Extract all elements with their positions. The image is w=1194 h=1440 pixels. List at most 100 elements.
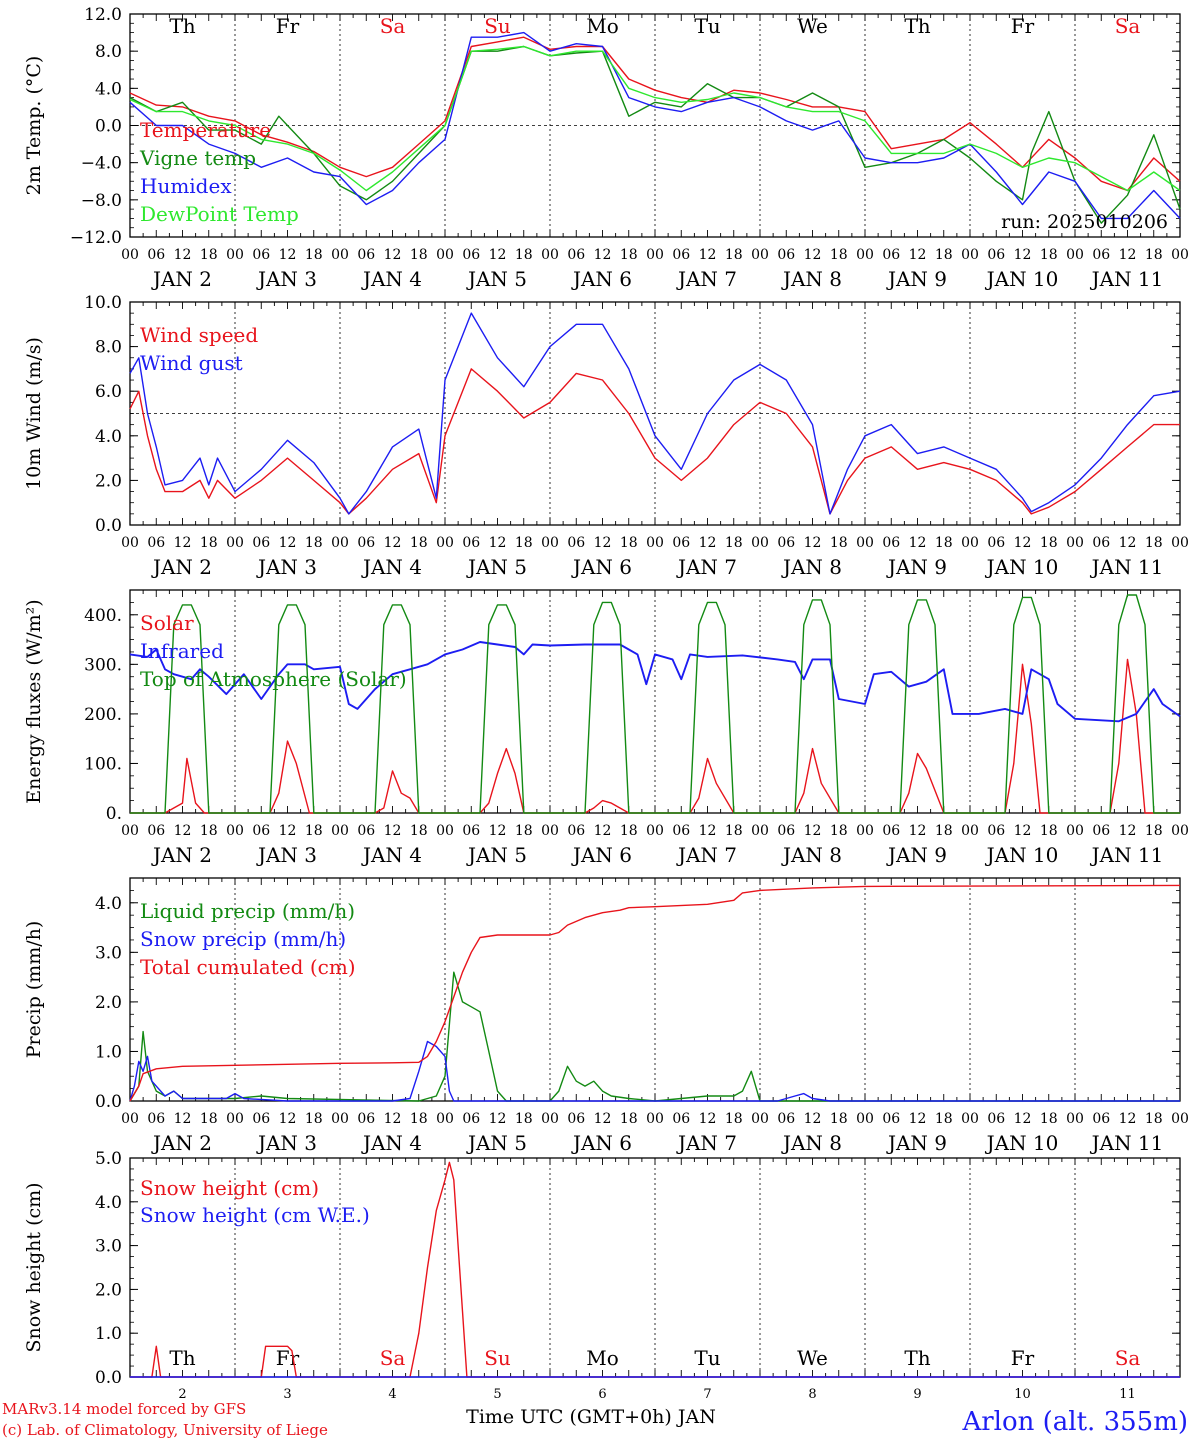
y-tick-label: 0.0 xyxy=(95,117,122,137)
hour-tick-label: 18 xyxy=(515,1111,533,1127)
hour-tick-label: 12 xyxy=(804,535,822,551)
y-tick-label: −12.0 xyxy=(70,228,122,248)
hour-tick-label: 12 xyxy=(909,247,927,263)
weekday-label: Fr xyxy=(1011,1346,1035,1370)
day-number-label: 10 xyxy=(1014,1387,1031,1402)
hour-tick-label: 00 xyxy=(436,535,454,551)
hour-tick-label: 00 xyxy=(226,247,244,263)
day-number-label: 5 xyxy=(493,1387,501,1402)
date-label: JAN 9 xyxy=(886,1131,947,1155)
hour-tick-label: 18 xyxy=(725,535,743,551)
date-label: JAN 2 xyxy=(151,267,212,291)
chart-annotations: run: 2025010206 Time UTC (GMT+0h) JAN MA… xyxy=(2,211,1188,1439)
hour-tick-label: 12 xyxy=(489,247,507,263)
panel-snow: 5.0 4.0 3.0 2.0 1.0 0.0 Snow height (cm) 2 3 4 5 6 7… xyxy=(23,1149,1181,1402)
y-tick-label: 6.0 xyxy=(95,382,122,402)
hour-tick-label: 00 xyxy=(436,247,454,263)
hour-tick-label: 00 xyxy=(1171,535,1189,551)
hour-tick-label: 18 xyxy=(830,247,848,263)
hour-tick-label: 12 xyxy=(909,1111,927,1127)
hour-tick-label: 06 xyxy=(987,247,1005,263)
hour-tick-label: 00 xyxy=(331,535,349,551)
hour-tick-label: 18 xyxy=(515,823,533,839)
hour-tick-label: 12 xyxy=(384,1111,402,1127)
hour-tick-label: 18 xyxy=(725,823,743,839)
hour-tick-label: 06 xyxy=(672,247,690,263)
y-tick-label: 4.0 xyxy=(95,894,122,914)
hour-tick-label: 18 xyxy=(1040,247,1058,263)
date-label: JAN 4 xyxy=(361,1131,422,1155)
hour-tick-label: 12 xyxy=(1014,823,1032,839)
hour-tick-label: 18 xyxy=(830,535,848,551)
legend-entry: DewPoint Temp xyxy=(140,202,299,226)
hour-tick-label: 18 xyxy=(620,823,638,839)
hour-tick-label: 18 xyxy=(620,1111,638,1127)
run-label: run: 2025010206 xyxy=(1001,211,1168,233)
hour-tick-label: 18 xyxy=(200,1111,218,1127)
hour-tick-label: 00 xyxy=(751,247,769,263)
hour-tick-label: 06 xyxy=(1092,1111,1110,1127)
y-tick-label: 8.0 xyxy=(95,338,122,358)
hour-tick-label: 06 xyxy=(777,1111,795,1127)
hour-tick-label: 12 xyxy=(489,535,507,551)
weekday-label: Fr xyxy=(276,1346,300,1370)
hour-tick-label: 00 xyxy=(436,1111,454,1127)
weekday-label: Tu xyxy=(694,14,720,38)
y-tick-label: 3.0 xyxy=(95,1237,122,1257)
day-number-label: 7 xyxy=(703,1387,711,1402)
y-tick-label: 1.0 xyxy=(95,1324,122,1344)
legend-entry: Snow height (cm W.E.) xyxy=(140,1203,370,1227)
day-number-label: 2 xyxy=(178,1387,186,1402)
hour-tick-label: 00 xyxy=(121,1111,139,1127)
hour-tick-label: 00 xyxy=(541,823,559,839)
legend-entry: Wind gust xyxy=(140,351,243,375)
hour-tick-label: 06 xyxy=(462,535,480,551)
hour-tick-label: 12 xyxy=(594,1111,612,1127)
hour-tick-label: 12 xyxy=(384,247,402,263)
hour-tick-label: 18 xyxy=(200,535,218,551)
series-line-vigne-temp xyxy=(129,45,1181,224)
legend-entry: Temperature xyxy=(140,118,271,142)
weekday-label: Sa xyxy=(380,1346,406,1370)
hour-tick-label: 00 xyxy=(856,535,874,551)
hour-tick-label: 06 xyxy=(567,535,585,551)
hour-tick-label: 00 xyxy=(646,823,664,839)
hour-tick-label: 18 xyxy=(515,535,533,551)
y-tick-label: 8.0 xyxy=(95,42,122,62)
hour-tick-label: 12 xyxy=(909,535,927,551)
legend-entry: Humidex xyxy=(140,174,232,198)
date-label: JAN 11 xyxy=(1090,843,1164,867)
date-label: JAN 8 xyxy=(781,843,842,867)
hour-tick-label: 00 xyxy=(961,823,979,839)
hour-tick-label: 18 xyxy=(305,247,323,263)
weekday-label: We xyxy=(797,1346,828,1370)
day-number-label: 8 xyxy=(808,1387,816,1402)
y-tick-label: 2.0 xyxy=(95,471,122,491)
hour-tick-label: 00 xyxy=(856,247,874,263)
hour-tick-label: 00 xyxy=(961,247,979,263)
y-tick-label: 1.0 xyxy=(95,1042,122,1062)
date-label: JAN 7 xyxy=(676,555,737,579)
hour-tick-label: 12 xyxy=(1014,1111,1032,1127)
hour-tick-label: 00 xyxy=(646,247,664,263)
day-number-label: 3 xyxy=(283,1387,291,1402)
hour-tick-label: 06 xyxy=(1092,823,1110,839)
date-label: JAN 5 xyxy=(466,1131,527,1155)
hour-tick-label: 18 xyxy=(830,823,848,839)
date-label: JAN 8 xyxy=(781,1131,842,1155)
hour-tick-label: 18 xyxy=(725,1111,743,1127)
hour-tick-label: 18 xyxy=(830,1111,848,1127)
legend-entry: Wind speed xyxy=(140,323,258,347)
hour-tick-label: 18 xyxy=(620,247,638,263)
hour-tick-label: 06 xyxy=(777,535,795,551)
hour-tick-label: 00 xyxy=(541,535,559,551)
hour-tick-label: 06 xyxy=(987,823,1005,839)
hour-tick-label: 00 xyxy=(226,1111,244,1127)
legend-entry: Total cumulated (cm) xyxy=(140,955,356,979)
copyright: (c) Lab. of Climatology, University of L… xyxy=(2,1421,328,1439)
y-tick-label: 12.0 xyxy=(84,5,122,25)
hour-tick-label: 18 xyxy=(410,247,428,263)
chart-panels: 12.0 8.0 4.0 0.0 −4.0 −8.0 −12.0 2m Temp. (°C) 0… xyxy=(23,5,1189,1402)
hour-tick-label: 00 xyxy=(1171,823,1189,839)
